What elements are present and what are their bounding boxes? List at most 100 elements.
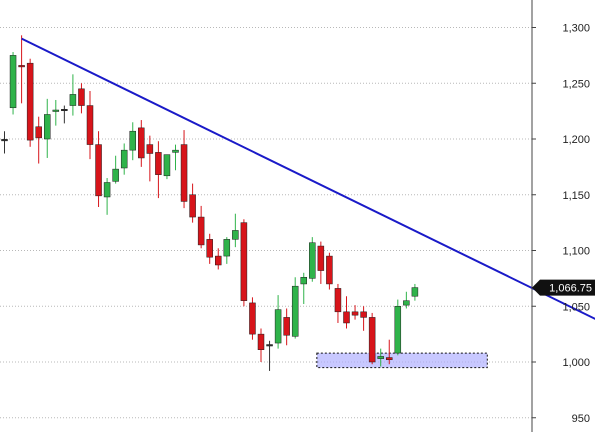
- candles: [1, 35, 419, 371]
- candle: [343, 296, 350, 329]
- last-price-tag-box: [532, 279, 595, 296]
- candle-body: [326, 255, 333, 285]
- candle: [1, 131, 8, 154]
- candle-body: [257, 333, 265, 350]
- candle: [223, 237, 231, 264]
- y-axis: 950 1,000 1,050 1,100 1,150 1,200 1,250 1,300: [532, 23, 590, 425]
- candle: [172, 144, 179, 171]
- y-tick-label: 950: [572, 413, 590, 425]
- candle-body: [18, 65, 25, 68]
- candle-body: [44, 114, 51, 140]
- candle-body: [215, 255, 222, 266]
- candle-body: [377, 356, 384, 359]
- candle: [394, 299, 402, 356]
- candle-body: [86, 105, 94, 145]
- y-tick-label: 1,100: [562, 246, 590, 258]
- candle-body: [189, 194, 196, 218]
- y-tick-label: 1,050: [562, 301, 590, 313]
- candle-body: [163, 154, 171, 177]
- candle-body: [9, 55, 17, 109]
- candle: [61, 105, 68, 124]
- candle-body: [232, 230, 239, 240]
- candle: [215, 248, 222, 270]
- candle-body: [197, 216, 205, 246]
- candle: [232, 213, 239, 248]
- candle-body: [334, 288, 342, 313]
- candle-body: [206, 239, 213, 258]
- candle-body: [35, 126, 42, 139]
- candle-body: [343, 311, 350, 324]
- candle-body: [309, 242, 316, 279]
- candle: [274, 295, 282, 349]
- candle-body: [394, 306, 402, 354]
- support-zone: [316, 352, 488, 369]
- candle-body: [223, 239, 231, 257]
- y-tick-label: 1,300: [562, 23, 590, 35]
- candle: [377, 348, 384, 367]
- candle: [26, 58, 34, 147]
- candle: [386, 339, 393, 365]
- candle-body: [368, 317, 376, 363]
- y-tick-label: 1,200: [562, 134, 590, 146]
- candle: [240, 219, 248, 307]
- last-price-label: 1,066.75: [549, 283, 592, 295]
- candle: [44, 98, 51, 158]
- candle: [52, 99, 60, 126]
- candle-body: [249, 302, 256, 335]
- trendline-layer: [21, 37, 595, 320]
- candle-body: [403, 300, 410, 306]
- y-tick-label: 1,150: [562, 190, 590, 202]
- candle: [120, 143, 128, 175]
- candle: [146, 135, 154, 182]
- candle-body: [155, 152, 162, 175]
- candle: [129, 122, 136, 161]
- candle: [368, 312, 376, 365]
- candle-body: [95, 144, 102, 197]
- candle: [69, 74, 77, 116]
- candle: [163, 154, 171, 180]
- candle-body: [120, 149, 128, 169]
- candle: [351, 305, 359, 320]
- candle: [249, 297, 256, 340]
- candle-body: [360, 311, 367, 318]
- candle: [266, 340, 273, 371]
- candle-body: [351, 311, 359, 316]
- candle: [291, 277, 299, 339]
- candle: [189, 183, 196, 223]
- y-tick-label: 1,250: [562, 78, 590, 90]
- candle: [103, 178, 111, 215]
- candle-body: [78, 88, 85, 106]
- candle-body: [112, 168, 119, 182]
- candle-body: [317, 245, 325, 271]
- candle: [411, 283, 419, 301]
- candle-body: [129, 130, 136, 151]
- candle-body: [52, 109, 60, 112]
- candle-body: [274, 309, 282, 344]
- candle-body: [69, 94, 77, 106]
- candle: [403, 291, 410, 309]
- candle-body: [386, 357, 393, 361]
- candle: [35, 116, 42, 164]
- candle: [86, 91, 94, 160]
- candle: [180, 130, 188, 209]
- last-price-tag: 1,066.75: [532, 279, 595, 296]
- candle-body: [291, 285, 299, 337]
- candle: [360, 306, 367, 331]
- candle: [283, 308, 290, 346]
- candle: [155, 141, 162, 199]
- candle-body: [266, 344, 273, 347]
- candle: [326, 252, 333, 290]
- support-zone-layer: [316, 352, 488, 369]
- candle: [197, 205, 205, 249]
- candle: [300, 272, 307, 305]
- candle-body: [240, 222, 248, 301]
- candle: [206, 233, 213, 264]
- candle-body: [300, 277, 307, 285]
- y-tick-label: 1,000: [562, 357, 590, 369]
- candle-body: [411, 287, 419, 297]
- resistance-trendline: [21, 37, 595, 320]
- candle-body: [172, 149, 179, 153]
